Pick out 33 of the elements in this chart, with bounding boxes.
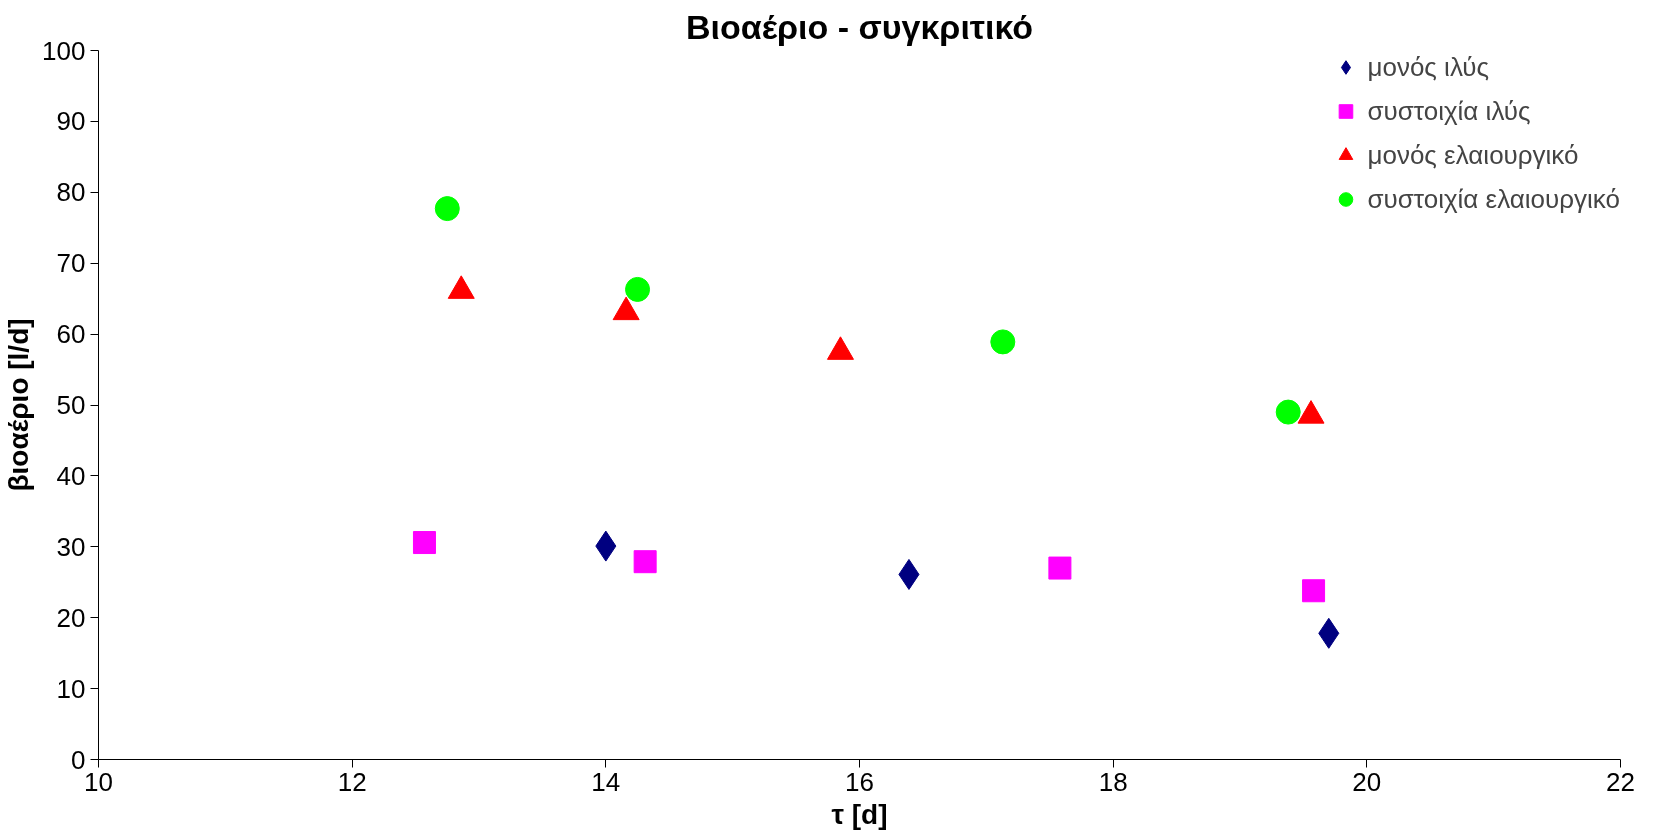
point: [1275, 399, 1301, 425]
legend-label: μονός ιλύς: [1367, 51, 1490, 83]
point: [1048, 556, 1072, 580]
y-tick-label: 30: [56, 531, 86, 562]
legend-label: μονός ελαιουργικό: [1367, 139, 1579, 171]
x-tick-label: 10: [84, 766, 113, 797]
point: [625, 276, 651, 302]
legend-label: συστοιχία ιλύς: [1367, 95, 1531, 127]
point: [990, 329, 1016, 355]
x-tick-label: 22: [1606, 766, 1635, 797]
y-tick-label: 0: [71, 744, 86, 775]
point: [412, 531, 436, 555]
x-tick-label: 14: [591, 766, 621, 797]
x-axis-title: τ [d]: [831, 798, 888, 830]
y-tick-label: 40: [56, 460, 86, 491]
x-tick-label: 18: [1098, 766, 1128, 797]
y-tick-label: 20: [56, 602, 86, 633]
y-tick-label: 70: [56, 248, 86, 279]
point: [633, 550, 657, 574]
chart-title: Βιοαέριο - συγκριτικό: [685, 7, 1034, 46]
x-tick-label: 16: [845, 766, 874, 797]
y-tick-label: 10: [56, 673, 86, 704]
y-tick-label: 100: [42, 35, 86, 66]
y-tick-label: 80: [56, 177, 86, 208]
y-tick-label: 50: [56, 390, 86, 420]
point: [1302, 579, 1326, 603]
y-tick-label: 60: [56, 319, 86, 350]
x-tick-label: 20: [1352, 766, 1382, 797]
y-tick-label: 90: [56, 106, 86, 137]
legend-label: συστοιχία ελαιουργικό: [1367, 183, 1620, 215]
x-tick-label: 12: [337, 766, 367, 797]
point: [434, 196, 460, 222]
y-axis-title: βιοαέριο [l/d]: [3, 318, 35, 492]
